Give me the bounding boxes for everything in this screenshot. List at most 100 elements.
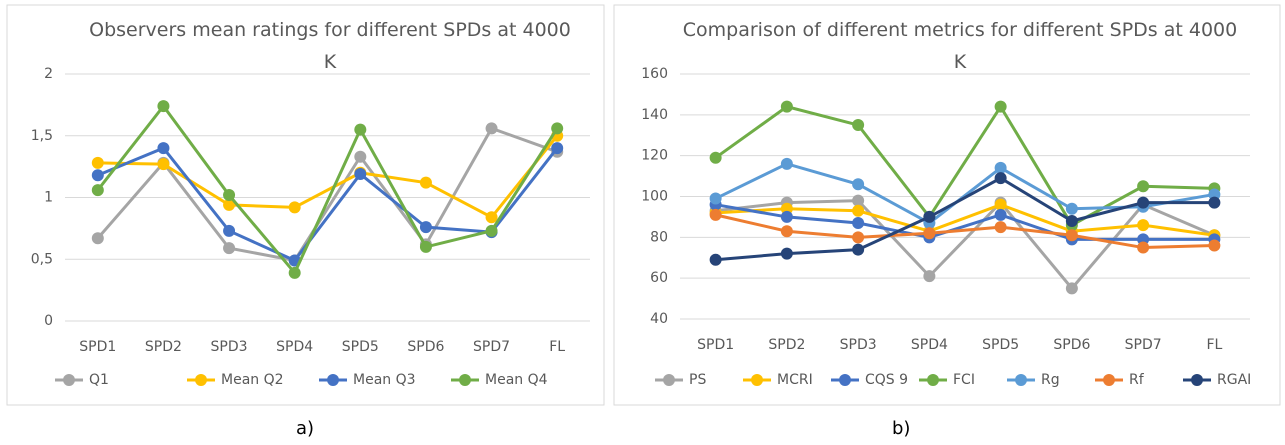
series-line <box>97 146 559 263</box>
x-tick-label: FL <box>1206 337 1222 353</box>
legend-marker <box>63 374 75 386</box>
data-point <box>780 100 793 113</box>
legend-label: Q1 <box>89 372 109 388</box>
legend-label: Mean Q3 <box>353 372 416 388</box>
data-point <box>709 208 722 221</box>
legend-marker <box>927 374 939 386</box>
series-line <box>715 199 1215 291</box>
series-line <box>96 103 559 276</box>
x-tick-label: SPD5 <box>982 337 1019 353</box>
legend-label: MCRI <box>777 372 813 388</box>
data-point <box>994 198 1007 211</box>
data-point <box>551 142 564 155</box>
legend-label: Mean Q2 <box>221 372 284 388</box>
data-point <box>852 194 865 207</box>
data-point <box>1065 215 1078 227</box>
x-tick-label: SPD2 <box>768 337 805 353</box>
data-point <box>709 253 722 266</box>
data-point <box>419 240 432 253</box>
y-tick-label: 60 <box>650 270 668 286</box>
caption: b) <box>892 418 911 439</box>
chart-frame <box>613 4 1281 406</box>
x-tick-label: SPD3 <box>840 337 877 353</box>
data-point <box>1065 229 1078 242</box>
data-point <box>923 210 936 223</box>
data-point <box>852 217 865 230</box>
data-point <box>1137 180 1150 193</box>
data-point <box>223 242 236 255</box>
data-point <box>288 201 301 214</box>
legend-label: Rg <box>1041 372 1060 388</box>
legend-label: FCI <box>953 372 975 388</box>
data-point <box>852 178 865 191</box>
x-tick-label: SPD1 <box>697 337 734 353</box>
data-point <box>485 122 498 135</box>
legend-marker <box>1191 374 1203 386</box>
y-tick-label: 140 <box>641 107 668 123</box>
legend-label: CQS 9 <box>865 372 908 388</box>
chart-title: Comparison of different metrics for diff… <box>682 19 1238 73</box>
legend-marker <box>327 374 339 386</box>
x-tick-label: SPD7 <box>1125 337 1162 353</box>
data-point <box>852 119 865 132</box>
series-line <box>714 103 1215 228</box>
y-tick-label: 160 <box>641 66 668 82</box>
data-point <box>1065 282 1078 295</box>
x-tick-label: SPD6 <box>1053 337 1090 353</box>
y-tick-label: 1,5 <box>31 128 53 144</box>
data-point <box>157 142 170 155</box>
data-point <box>1137 219 1150 232</box>
y-tick-label: 120 <box>641 148 668 164</box>
data-point <box>91 156 104 169</box>
series-line <box>715 213 1215 250</box>
data-point <box>354 123 367 136</box>
data-point <box>223 198 236 211</box>
x-tick-label: SPD3 <box>211 339 248 355</box>
data-point <box>91 184 104 197</box>
x-tick-label: SPD1 <box>79 339 116 355</box>
data-point <box>91 169 104 182</box>
series-line <box>715 203 1215 241</box>
y-tick-label: 2 <box>44 66 53 82</box>
y-tick-label: 80 <box>650 229 668 245</box>
legend-marker <box>459 374 471 386</box>
y-tick-label: 0,5 <box>31 251 53 267</box>
x-tick-label: SPD6 <box>407 339 444 355</box>
chart-frame <box>6 4 605 406</box>
y-tick-label: 0 <box>44 313 53 329</box>
data-point <box>780 225 793 238</box>
legend-label: RGAI <box>1217 372 1251 388</box>
data-point <box>223 224 236 237</box>
data-point <box>551 122 564 135</box>
data-point <box>1065 202 1078 215</box>
data-point <box>1137 196 1150 209</box>
y-tick-label: 100 <box>641 189 668 205</box>
data-point <box>852 204 865 217</box>
data-point <box>852 231 865 244</box>
data-point <box>157 158 170 171</box>
data-point <box>91 232 104 245</box>
legend-label: Rf <box>1129 372 1145 388</box>
x-tick-label: SPD2 <box>145 339 182 355</box>
x-tick-label: SPD4 <box>276 339 313 355</box>
data-point <box>419 176 432 189</box>
legend-marker <box>1103 374 1115 386</box>
series-line <box>715 203 1215 237</box>
data-point <box>288 266 301 279</box>
x-tick-label: SPD5 <box>342 339 379 355</box>
legend-label: Mean Q4 <box>485 372 548 388</box>
y-tick-label: 1 <box>44 190 53 206</box>
data-point <box>780 210 793 223</box>
legend-label: PS <box>689 372 706 388</box>
chart-title: Observers mean ratings for different SPD… <box>89 19 571 73</box>
legend-marker <box>751 374 763 386</box>
data-point <box>1137 241 1150 254</box>
caption: a) <box>296 418 315 439</box>
data-point <box>709 192 722 205</box>
data-point <box>709 151 722 164</box>
data-point <box>780 247 793 260</box>
data-point <box>354 150 367 163</box>
data-point <box>780 157 793 170</box>
